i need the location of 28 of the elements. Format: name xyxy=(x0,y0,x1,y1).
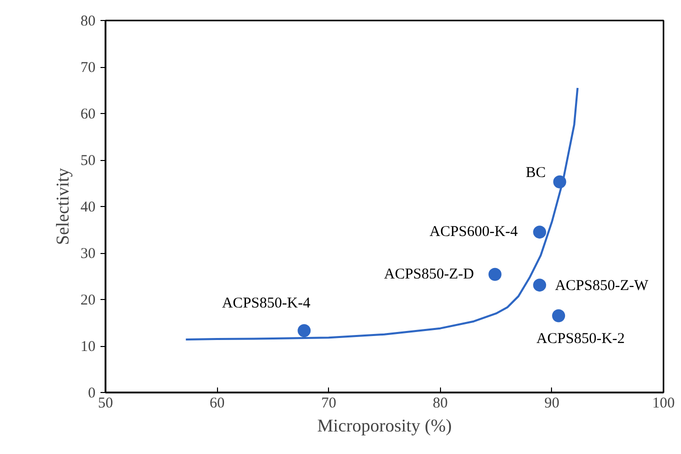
x-tick-label: 70 xyxy=(321,396,336,412)
annotation: ACPS850-Z-D xyxy=(384,266,474,282)
x-tick-label: 80 xyxy=(432,396,448,412)
annotation: ACPS850-K-4 xyxy=(222,296,311,312)
y-tick-label: 40 xyxy=(80,200,96,216)
y-tick-label: 30 xyxy=(80,246,96,262)
y-tick-label: 60 xyxy=(80,106,96,122)
annotation: ACPS850-Z-W xyxy=(554,278,650,294)
point xyxy=(552,309,566,322)
x-tick-label: 50 xyxy=(98,396,113,412)
annotation: ACPS600-K-4 xyxy=(429,224,518,240)
y-tick-label: 50 xyxy=(80,153,96,169)
y-tick-label: 20 xyxy=(80,292,96,308)
x-axis-title: Microporosity (%) xyxy=(317,416,452,436)
x-tick-label: 90 xyxy=(544,396,560,412)
x-tick-label: 60 xyxy=(210,396,225,412)
point xyxy=(488,268,502,281)
y-axis-title: Selectivity xyxy=(52,168,72,245)
y-tick-label: 80 xyxy=(80,14,96,30)
y-tick-label: 70 xyxy=(80,60,96,76)
point xyxy=(298,324,311,338)
annotation: BC xyxy=(526,164,546,181)
annotation: ACPS850-K-2 xyxy=(536,330,625,347)
y-tick-label: 10 xyxy=(80,339,96,355)
point xyxy=(533,226,546,239)
x-tick-label: 100 xyxy=(652,396,675,412)
point xyxy=(533,278,546,292)
y-tick-label: 0 xyxy=(88,386,96,402)
